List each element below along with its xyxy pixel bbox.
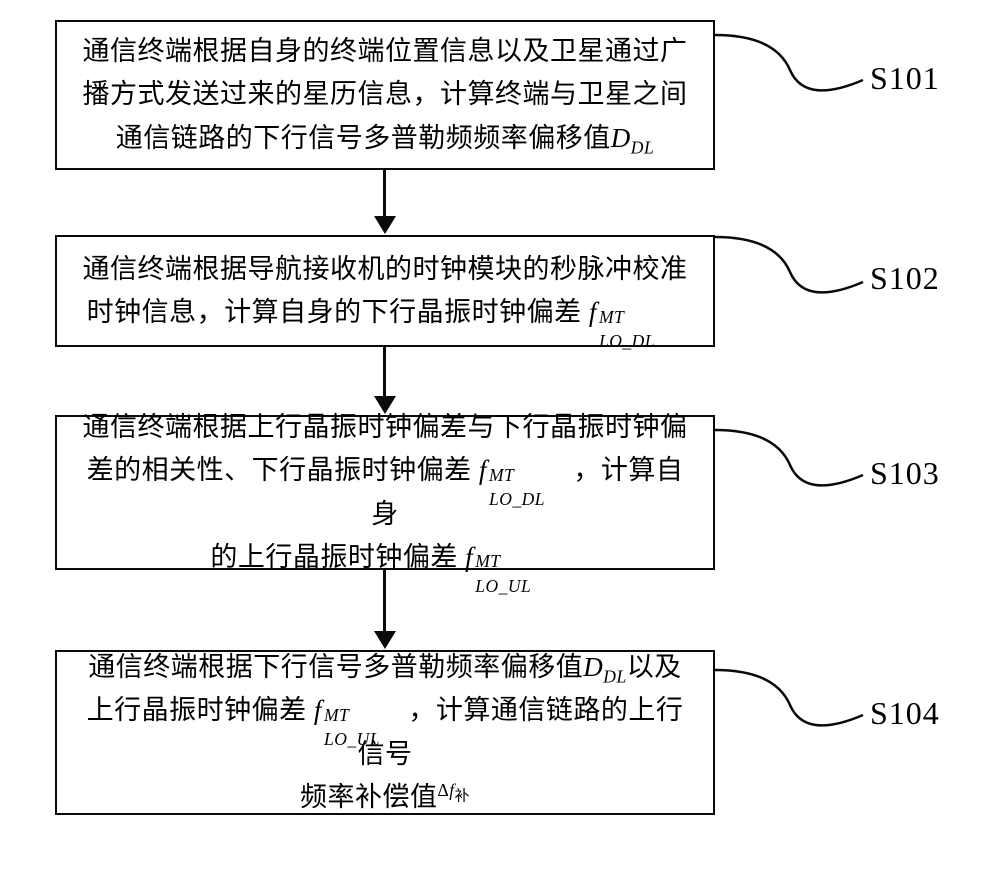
flowchart-canvas: 通信终端根据自身的终端位置信息以及卫星通过广播方式发送过来的星历信息，计算终端与… [0,0,1000,875]
step-label-s102: S102 [870,260,940,297]
step-label-s103: S103 [870,455,940,492]
connector-s102 [715,232,865,312]
connector-s103 [715,425,865,505]
connector-s104 [715,665,865,745]
connector-s101 [715,30,865,110]
step-text-s102: 通信终端根据导航接收机的时钟模块的秒脉冲校准时钟信息，计算自身的下行晶振时钟偏差… [83,248,688,334]
step-box-s102: 通信终端根据导航接收机的时钟模块的秒脉冲校准时钟信息，计算自身的下行晶振时钟偏差… [55,235,715,347]
step-text-s103: 通信终端根据上行晶振时钟偏差与下行晶振时钟偏差的相关性、下行晶振时钟偏差 fMT… [75,406,695,579]
arrow-1-shaft [383,170,386,217]
step-text-s101: 通信终端根据自身的终端位置信息以及卫星通过广播方式发送过来的星历信息，计算终端与… [83,30,688,160]
step-box-s103: 通信终端根据上行晶振时钟偏差与下行晶振时钟偏差的相关性、下行晶振时钟偏差 fMT… [55,415,715,570]
step-text-s104: 通信终端根据下行信号多普勒频率偏移值DDL以及上行晶振时钟偏差 fMTLO_UL… [75,646,695,819]
step-label-s101: S101 [870,60,940,97]
step-box-s101: 通信终端根据自身的终端位置信息以及卫星通过广播方式发送过来的星历信息，计算终端与… [55,20,715,170]
arrow-3-shaft [383,570,386,632]
arrow-1-head [374,216,396,234]
step-label-s104: S104 [870,695,940,732]
step-box-s104: 通信终端根据下行信号多普勒频率偏移值DDL以及上行晶振时钟偏差 fMTLO_UL… [55,650,715,815]
arrow-2-shaft [383,347,386,397]
